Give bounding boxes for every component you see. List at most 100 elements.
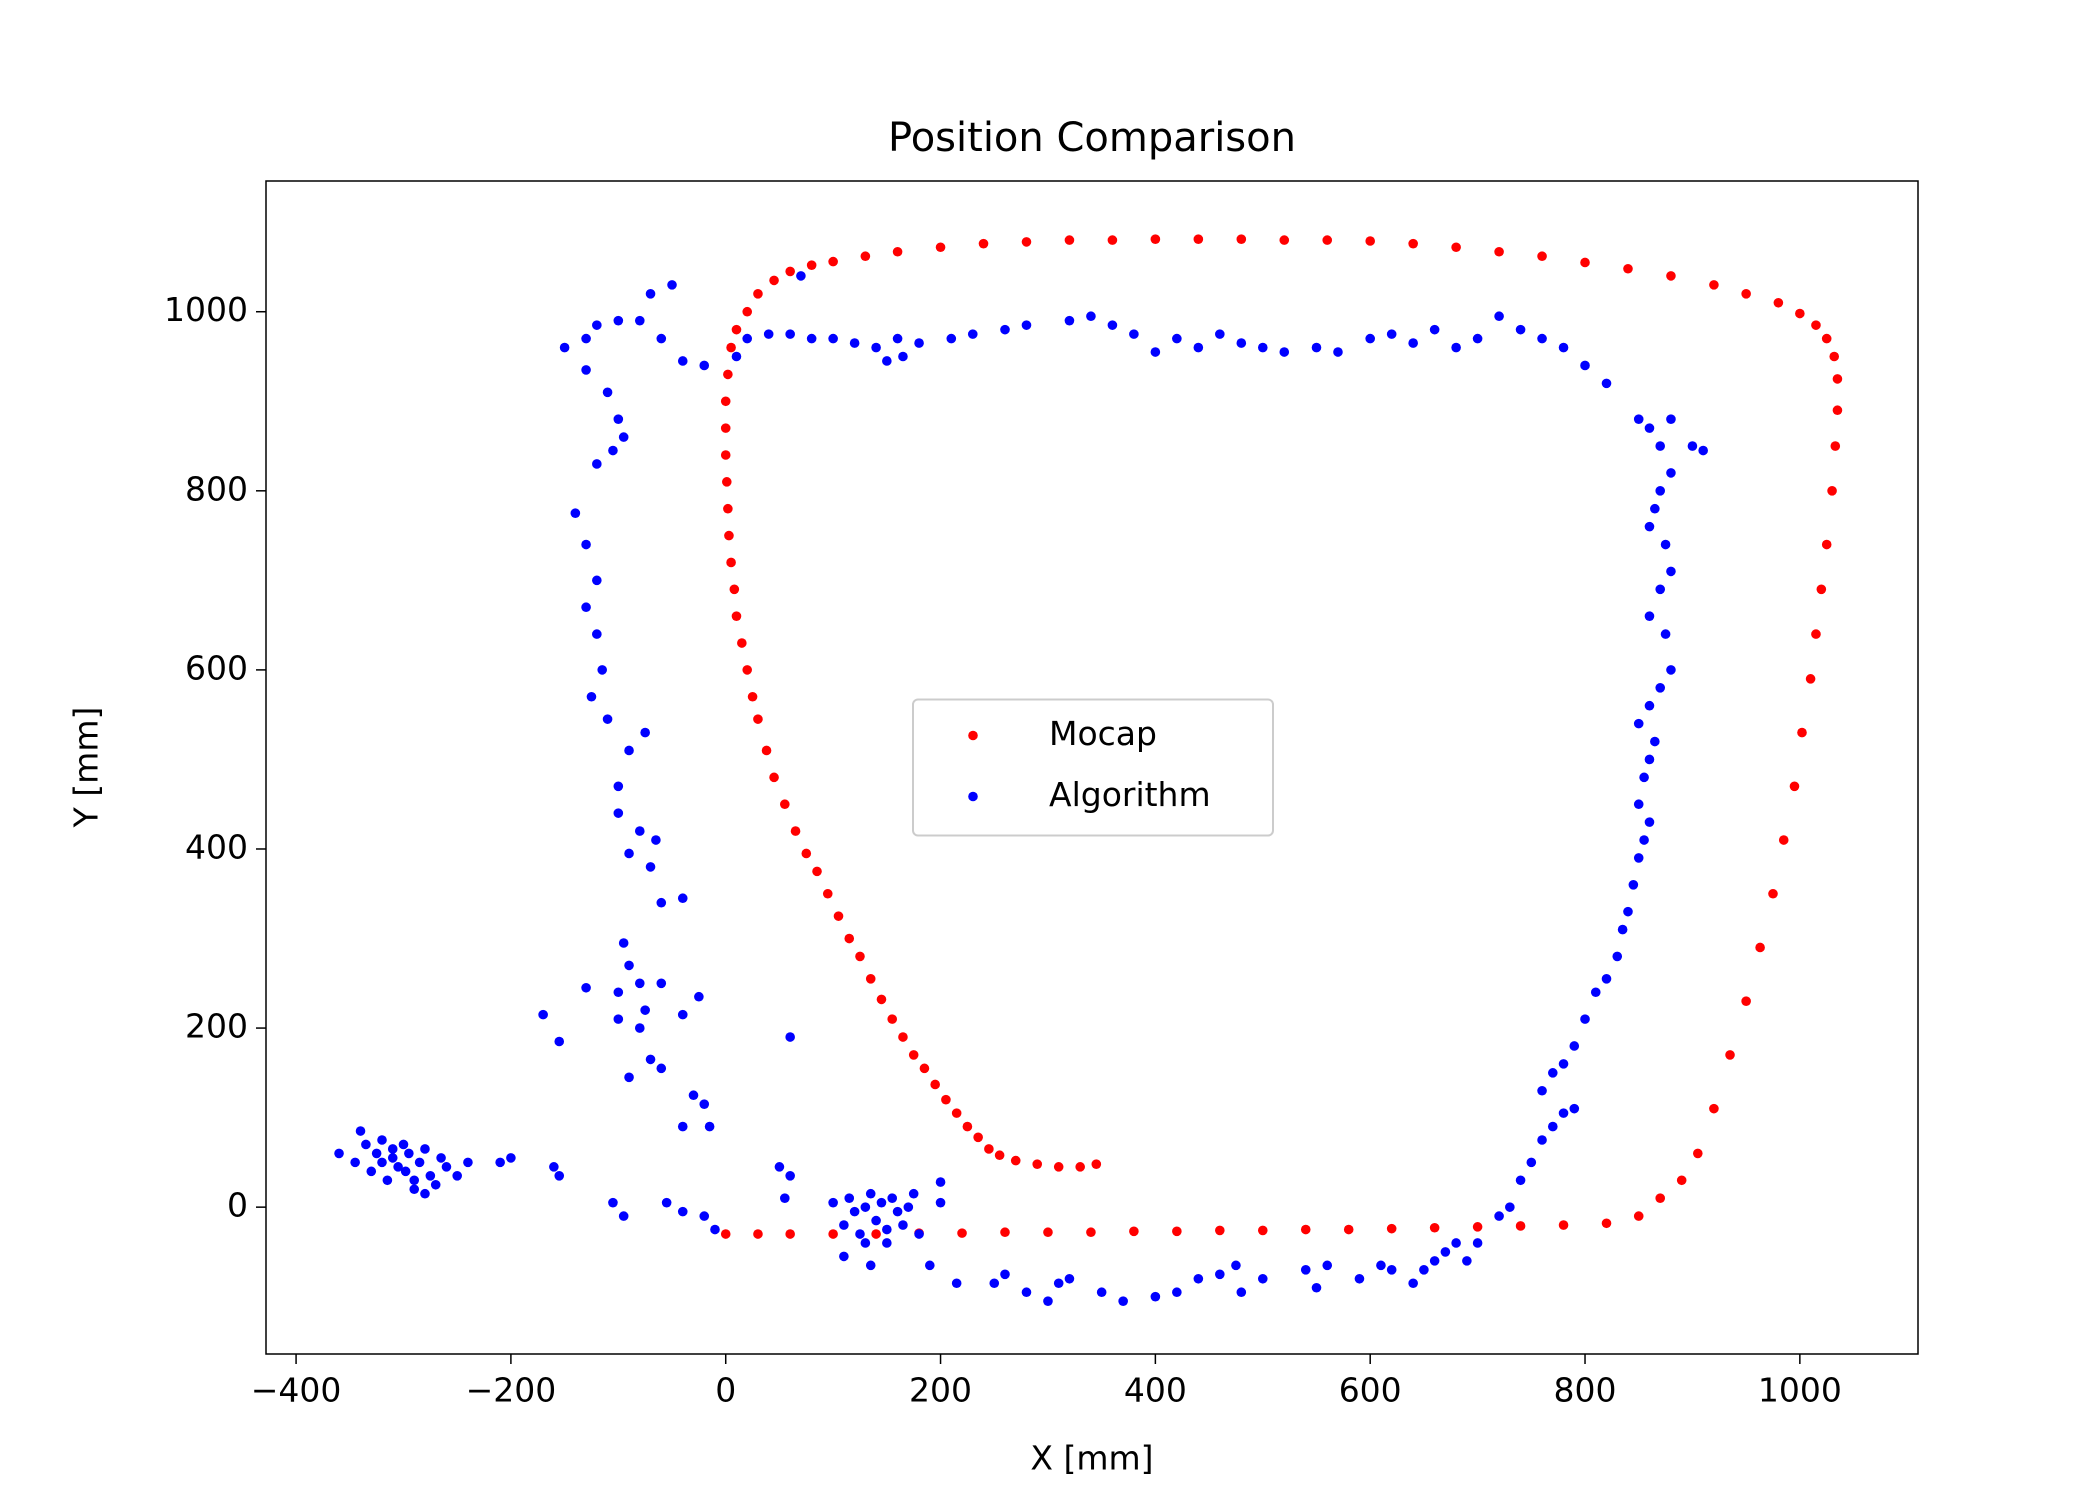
point <box>1644 611 1655 621</box>
point <box>720 450 731 460</box>
point <box>876 1197 887 1208</box>
point <box>828 256 838 267</box>
legend-label: Algorithm <box>1049 775 1211 814</box>
legend-marker <box>968 730 978 741</box>
point <box>731 324 742 335</box>
point <box>1558 1108 1569 1118</box>
point <box>624 848 634 859</box>
point <box>785 1229 795 1239</box>
point <box>1832 374 1843 384</box>
point <box>1569 1103 1580 1114</box>
point <box>871 342 881 353</box>
point <box>1215 1269 1225 1280</box>
point <box>1311 342 1322 353</box>
x-tick-label: 0 <box>715 1371 736 1410</box>
point <box>742 306 753 317</box>
point <box>1515 1175 1526 1186</box>
point <box>581 982 591 993</box>
point <box>1376 1260 1386 1271</box>
point <box>1580 257 1590 268</box>
point <box>1778 835 1789 845</box>
point <box>694 991 704 1002</box>
point <box>656 333 667 344</box>
point <box>882 356 892 366</box>
point <box>1386 329 1397 339</box>
point <box>1537 1085 1547 1096</box>
point <box>892 246 903 257</box>
point <box>677 356 688 366</box>
point <box>1773 297 1784 308</box>
point <box>1709 280 1719 290</box>
point <box>1129 1226 1139 1237</box>
point <box>855 951 865 962</box>
point <box>973 1132 983 1143</box>
point <box>1000 1269 1010 1280</box>
point <box>581 539 591 550</box>
point <box>957 1228 967 1238</box>
point <box>1021 320 1032 330</box>
point <box>581 365 591 375</box>
point <box>1172 1287 1182 1298</box>
point <box>876 994 887 1005</box>
point <box>780 799 790 810</box>
point <box>613 808 624 818</box>
point <box>613 987 624 998</box>
point <box>1821 333 1832 344</box>
point <box>667 280 677 290</box>
point <box>822 888 833 899</box>
point <box>1300 1265 1311 1275</box>
point <box>1639 835 1649 845</box>
point <box>887 1193 898 1203</box>
point <box>1811 320 1821 330</box>
point <box>1150 347 1161 357</box>
point <box>855 1229 865 1239</box>
point <box>1590 987 1601 998</box>
point <box>785 1171 795 1181</box>
point <box>898 351 908 362</box>
x-tick-label: 600 <box>1339 1371 1402 1410</box>
point <box>1118 1296 1128 1306</box>
point <box>914 338 924 348</box>
point <box>1580 1014 1590 1024</box>
point <box>774 1162 785 1172</box>
point <box>726 342 736 353</box>
point <box>908 1050 919 1060</box>
point <box>1505 1202 1515 1212</box>
point <box>1193 234 1204 245</box>
point <box>549 1162 559 1172</box>
point <box>400 1166 411 1177</box>
point <box>1797 727 1807 738</box>
point <box>420 1188 430 1199</box>
point <box>677 1206 688 1217</box>
point <box>1666 468 1676 478</box>
point <box>1429 1256 1440 1266</box>
point <box>1655 486 1666 496</box>
point <box>602 387 613 398</box>
point <box>1805 674 1816 684</box>
point <box>1064 235 1075 245</box>
y-tick-label: 600 <box>185 648 248 687</box>
point <box>796 271 806 281</box>
point <box>723 369 733 380</box>
point <box>1472 333 1483 344</box>
point <box>769 275 779 286</box>
point <box>833 911 844 921</box>
point <box>1687 441 1698 451</box>
legend-marker <box>968 791 978 802</box>
point <box>592 459 602 469</box>
point <box>677 1009 688 1020</box>
point <box>844 1193 855 1203</box>
point <box>1558 1220 1569 1230</box>
point <box>1580 360 1590 371</box>
point <box>882 1238 892 1248</box>
point <box>592 575 602 586</box>
point <box>790 826 801 836</box>
point <box>618 938 629 948</box>
point <box>1660 629 1671 639</box>
point <box>645 289 656 299</box>
point <box>581 333 591 344</box>
point <box>688 1090 699 1101</box>
point <box>1547 1068 1558 1078</box>
point <box>1462 1256 1472 1266</box>
point <box>930 1079 940 1090</box>
